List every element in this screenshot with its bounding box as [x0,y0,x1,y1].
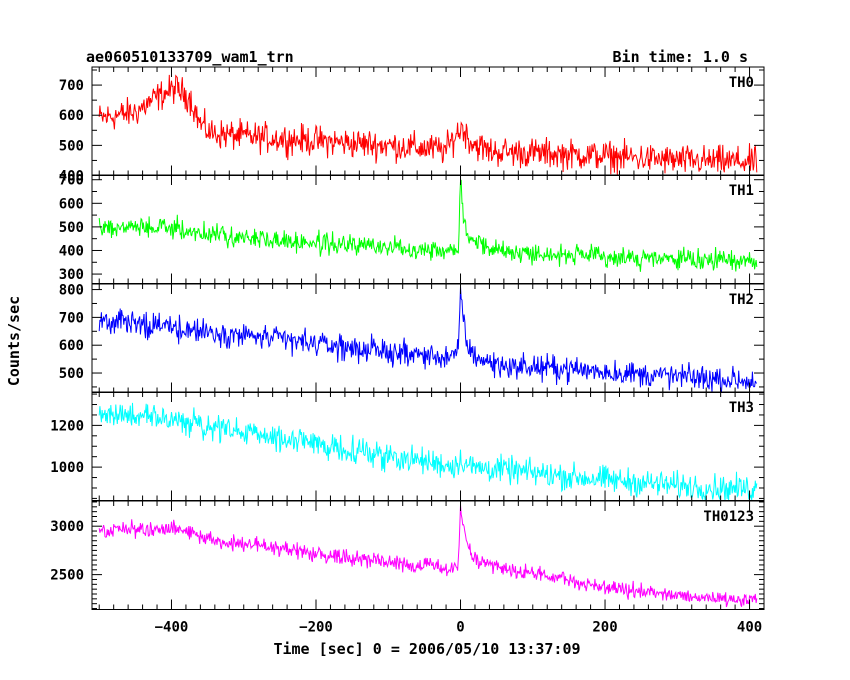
x-tick-label: 400 [737,620,762,636]
y-tick-label: 400 [59,169,84,185]
x-tick-label: −200 [299,620,333,636]
series-line-th2 [98,286,758,393]
y-tick-label: 600 [59,108,84,124]
x-tick-label: 0 [456,620,464,636]
series-line-th1 [98,179,758,272]
x-axis-label: Time [sec] 0 = 2006/05/10 13:37:09 [273,640,580,658]
y-tick-label: 400 [59,243,84,259]
y-tick-label: 500 [59,138,84,154]
y-tick-label: 700 [59,310,84,326]
panel-frame [91,283,765,393]
series-line-th3 [98,402,758,501]
panels-group: 400 500 600 700 TH0 300 400 500 600 700 TH1 500 600 7… [50,66,765,636]
series-name-th0: TH0 [729,75,754,91]
bin-time-label: Bin time: 1.0 s [613,48,748,66]
x-tick-label: −400 [155,620,189,636]
y-axis-label: Counts/sec [5,296,23,386]
y-tick-label: 500 [59,366,84,382]
series-name-th2: TH2 [729,292,754,308]
observation-id-label: ae060510133709_wam1_trn [86,48,294,66]
series-name-th1: TH1 [729,183,754,199]
series-line-th0123 [98,505,758,608]
series-name-th0123: TH0123 [703,509,754,525]
series-line-th0 [98,74,758,176]
y-tick-label: 1000 [50,460,84,476]
y-tick-label: 3000 [50,519,84,535]
y-tick-label: 600 [59,338,84,354]
y-tick-label: 700 [59,78,84,94]
y-tick-label: 2500 [50,568,84,584]
series-name-th3: TH3 [729,400,754,416]
y-tick-label: 500 [59,220,84,236]
panel-frame [91,174,765,284]
y-tick-label: 1200 [50,418,84,434]
y-tick-label: 600 [59,196,84,212]
y-tick-label: 300 [59,267,84,283]
x-tick-label: 200 [592,620,617,636]
y-tick-label: 700 [59,173,84,189]
y-tick-label: 800 [59,283,84,299]
